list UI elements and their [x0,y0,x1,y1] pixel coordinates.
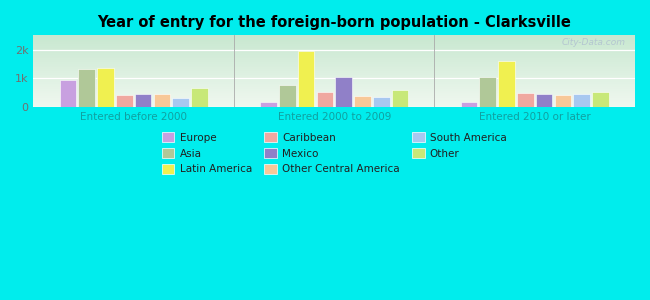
Bar [499,61,515,107]
Bar [135,94,151,107]
Bar [461,102,477,107]
Bar [573,94,590,107]
Bar [335,77,352,107]
Bar [172,98,189,107]
Bar [517,93,534,107]
Bar [191,88,208,107]
Bar [554,95,571,107]
Title: Year of entry for the foreign-born population - Clarksville: Year of entry for the foreign-born popul… [98,15,571,30]
Bar [153,94,170,107]
Bar [60,80,76,107]
Bar [536,94,552,107]
Bar [298,51,315,107]
Legend: Europe, Asia, Latin America, Caribbean, Mexico, Other Central America, South Ame: Europe, Asia, Latin America, Caribbean, … [162,132,506,174]
Bar [480,77,496,107]
Bar [373,97,389,107]
Bar [317,92,333,107]
Bar [279,85,296,107]
Bar [79,69,95,107]
Text: City-Data.com: City-Data.com [562,38,626,47]
Bar [116,95,133,107]
Bar [354,97,370,107]
Bar [592,92,609,107]
Bar [260,102,277,107]
Bar [98,68,114,107]
Bar [392,90,408,107]
